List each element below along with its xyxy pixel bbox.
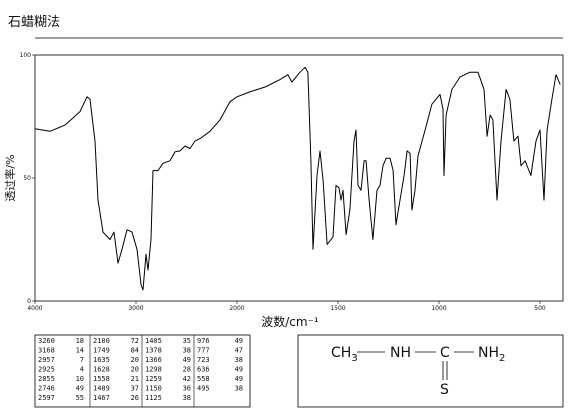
peak-wavenumber: 1489 [93,385,110,393]
peak-wavenumber: 777 [197,347,210,355]
x-tick-label: 500 [534,305,546,312]
peak-transmittance: 18 [76,337,84,345]
x-axis-label: 波数/cm⁻¹ [261,314,319,329]
peak-wavenumber: 2746 [38,385,55,393]
x-tick-label: 1500 [330,305,345,312]
peak-wavenumber: 1628 [93,366,110,374]
peak-transmittance: 10 [76,375,84,383]
peak-transmittance: 37 [131,385,139,393]
peak-wavenumber: 2597 [38,394,55,402]
peak-transmittance: 7 [80,356,84,364]
peak-transmittance: 55 [76,394,84,402]
peak-transmittance: 49 [235,375,243,383]
peak-wavenumber: 558 [197,375,210,383]
group-symbol: NH [478,345,499,361]
x-tick-label: 3000 [128,305,143,312]
peak-wavenumber: 2855 [38,375,55,383]
peak-wavenumber: 1405 [145,337,162,345]
peak-wavenumber: 2925 [38,366,55,374]
y-tick-label: 0 [27,298,31,305]
group-symbol: C [440,345,450,361]
peak-transmittance: 36 [183,385,191,393]
peak-wavenumber: 2100 [93,337,110,345]
y-tick-label: 100 [20,52,32,59]
structure-atom: S [440,382,449,398]
structure-group: NH [390,345,411,361]
peak-transmittance: 26 [131,394,139,402]
peak-wavenumber: 1125 [145,394,162,402]
peak-wavenumber: 723 [197,356,210,364]
peak-wavenumber: 1366 [145,356,162,364]
group-subscript: 3 [351,353,357,364]
peak-wavenumber: 976 [197,337,210,345]
peak-transmittance: 42 [183,375,191,383]
spectrum-line [34,66,561,291]
y-axis-label: 透过率/% [3,154,17,201]
structure-group: NH2 [478,345,505,364]
peak-transmittance: 21 [131,375,139,383]
peak-wavenumber: 3168 [38,347,55,355]
peak-transmittance: 72 [131,337,139,345]
group-symbol: NH [390,345,411,361]
peak-wavenumber: 636 [197,366,210,374]
structure-group: CH3 [331,345,358,364]
structure-group: C [440,345,450,361]
peak-transmittance: 28 [183,366,191,374]
peak-wavenumber: 1558 [93,375,110,383]
peak-wavenumber: 1378 [145,347,162,355]
peak-transmittance: 38 [235,356,243,364]
peak-transmittance: 49 [235,366,243,374]
peak-wavenumber: 1298 [145,366,162,374]
peak-table-frame [34,334,251,408]
peak-transmittance: 14 [76,347,84,355]
peak-wavenumber: 1635 [93,356,110,364]
peak-wavenumber: 1749 [93,347,110,355]
peak-wavenumber: 495 [197,385,210,393]
peak-transmittance: 20 [131,366,139,374]
peak-wavenumber: 3260 [38,337,55,345]
peak-transmittance: 49 [76,385,84,393]
y-tick-label: 50 [23,175,31,182]
structure-frame [297,334,564,408]
peak-transmittance: 49 [183,356,191,364]
peak-transmittance: 49 [235,337,243,345]
peak-transmittance: 38 [183,347,191,355]
peak-transmittance: 20 [131,356,139,364]
peak-transmittance: 35 [183,337,191,345]
group-subscript: 2 [499,353,505,364]
peak-wavenumber: 2957 [38,356,55,364]
x-tick-label: 4000 [27,305,42,312]
peak-transmittance: 47 [235,347,243,355]
chart-title: 石蜡糊法 [8,14,60,30]
peak-transmittance: 38 [183,394,191,402]
group-symbol: CH [331,345,351,361]
peak-wavenumber: 1150 [145,385,162,393]
peak-transmittance: 84 [131,347,139,355]
peak-wavenumber: 1467 [93,394,110,402]
x-tick-label: 1000 [431,305,446,312]
peak-transmittance: 38 [235,385,243,393]
x-tick-label: 2000 [229,305,244,312]
peak-transmittance: 4 [80,366,84,374]
peak-wavenumber: 1259 [145,375,162,383]
